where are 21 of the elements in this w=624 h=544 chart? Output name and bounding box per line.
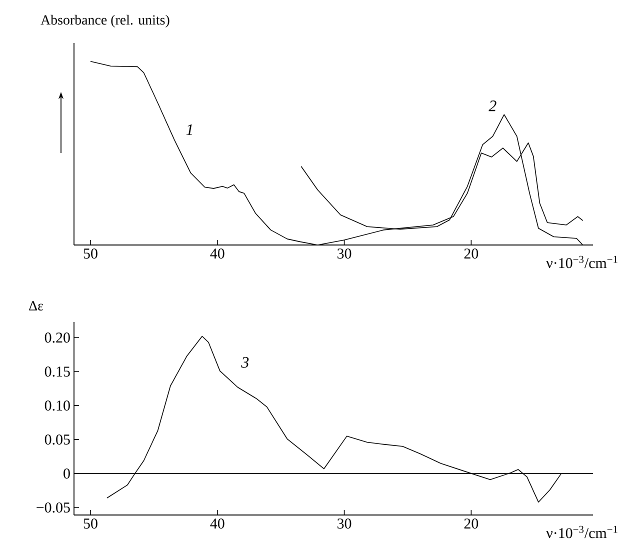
- x-tick-label: 30: [338, 248, 352, 259]
- y-tick-label: −0.05: [36, 502, 70, 513]
- y-axis-title: Δε: [29, 301, 43, 310]
- x-tick-label: 20: [464, 248, 478, 259]
- x-axis-title: ν·10$^{−3}$/cm$^{−1}$: [546, 526, 618, 538]
- x-tick-label: 50: [84, 248, 98, 259]
- series-label: 3: [241, 357, 249, 368]
- y-tick-label: 0.05: [44, 434, 70, 445]
- series-label: 2: [488, 100, 496, 112]
- x-tick-label: 30: [338, 518, 352, 529]
- y-tick-label: 0: [64, 468, 70, 479]
- x-tick-label: 50: [84, 518, 98, 529]
- y-tick-label: 0.15: [44, 366, 70, 377]
- x-tick-label: 40: [210, 248, 224, 259]
- y-tick-label: 0.20: [44, 332, 70, 343]
- y-tick-label: 0.10: [44, 400, 70, 411]
- y-axis-title: Absorbance (rel. units): [40, 14, 170, 28]
- series-label: 1: [186, 124, 192, 135]
- x-axis-title: ν·10$^{−3}$/cm$^{−1}$: [546, 256, 618, 268]
- x-tick-label: 20: [464, 518, 478, 529]
- x-tick-label: 40: [210, 518, 224, 529]
